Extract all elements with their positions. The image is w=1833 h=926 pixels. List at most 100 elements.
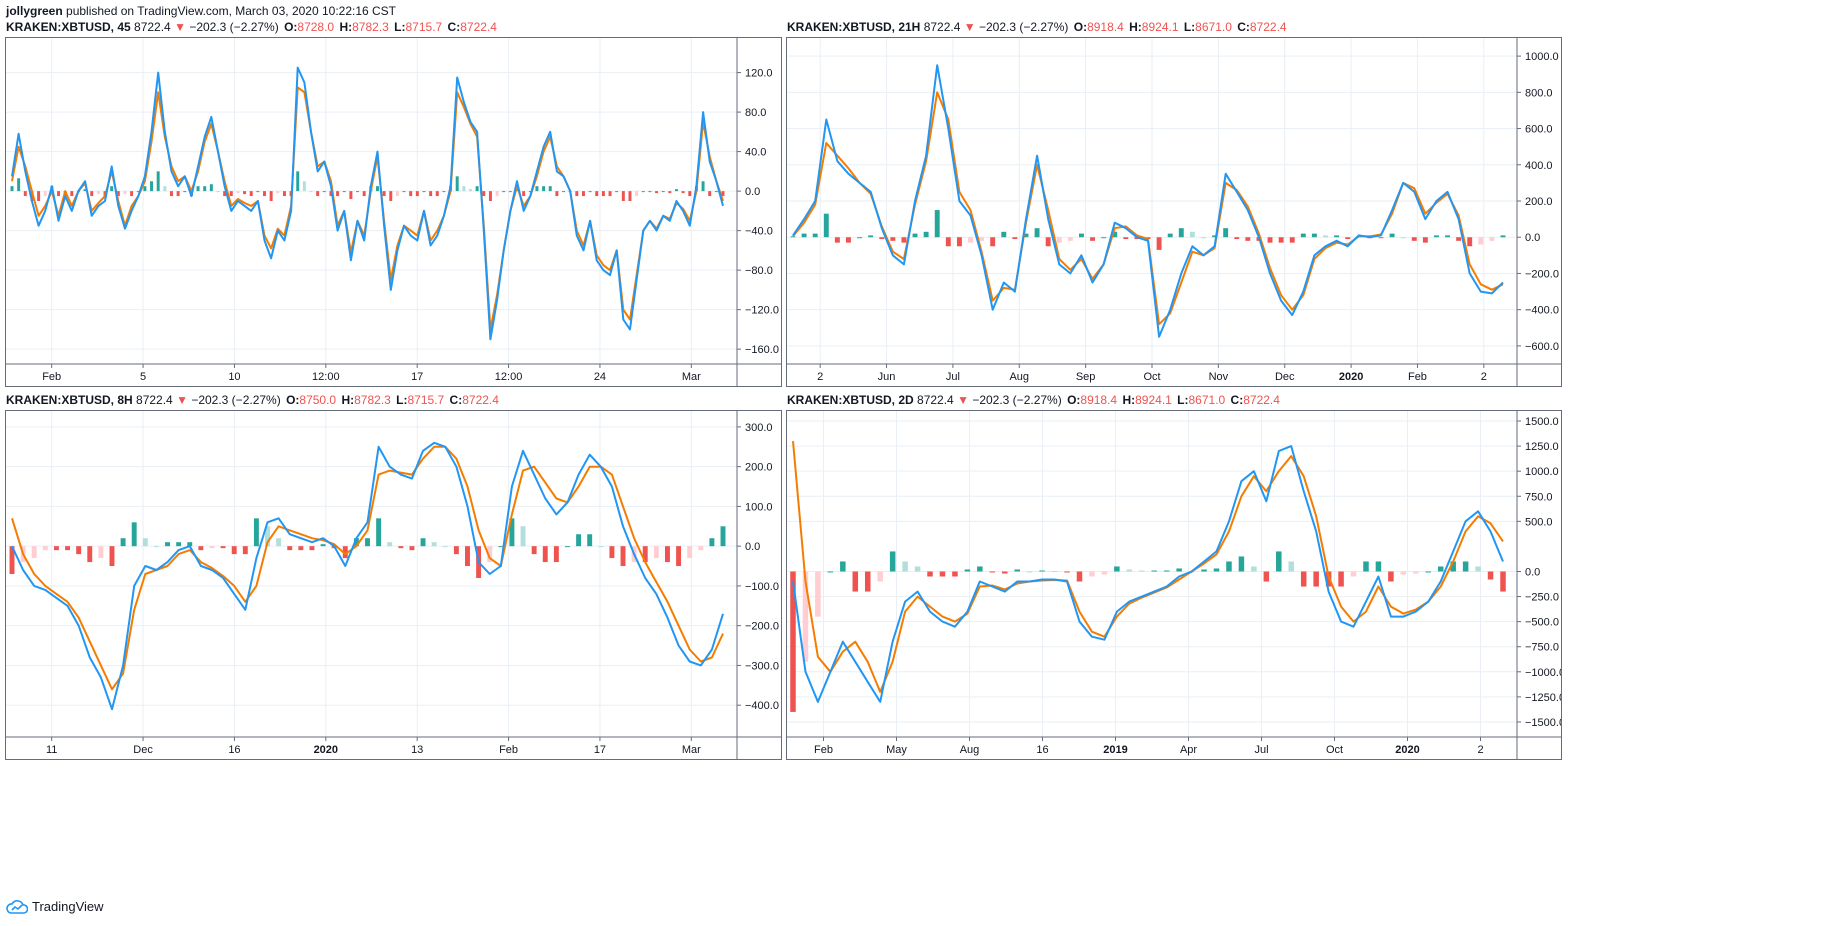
histogram-bar xyxy=(269,191,273,201)
histogram-bar xyxy=(110,186,114,192)
histogram-bar xyxy=(1478,237,1484,245)
histogram-bar xyxy=(834,237,840,243)
histogram-bar xyxy=(664,546,670,563)
y-tick-label: −250.0 xyxy=(1525,592,1559,604)
chart-svg[interactable]: 1500.0 1250.0 1000.0 750.0 500.0 0.0 −250.0 −50… xyxy=(787,411,1561,759)
histogram-bar xyxy=(714,191,718,193)
histogram-bar xyxy=(1288,561,1294,572)
histogram-bar xyxy=(165,542,170,547)
histogram-bar xyxy=(708,191,712,197)
chart-pane-21h[interactable]: 1000.0 800.0 600.0 400.0 200.0 0.0 −200.0 −400.… xyxy=(786,37,1562,387)
histogram-bar xyxy=(415,191,419,197)
histogram-bar xyxy=(1375,561,1382,572)
histogram-bar xyxy=(857,237,863,239)
histogram-bar xyxy=(635,191,639,197)
histogram-bar xyxy=(90,191,94,197)
histogram-bar xyxy=(801,233,807,238)
histogram-bar xyxy=(675,189,678,192)
tradingview-logo[interactable]: TradingView xyxy=(6,899,104,914)
x-tick-label: 12:00 xyxy=(312,371,340,383)
histogram-bar xyxy=(1500,571,1506,592)
histogram-bar xyxy=(1064,571,1070,573)
histogram-bar xyxy=(429,191,433,197)
histogram-bar xyxy=(209,184,213,192)
chart-svg[interactable]: 1000.0 800.0 600.0 400.0 200.0 0.0 −200.0 −400.… xyxy=(787,38,1561,386)
histogram-bar xyxy=(198,546,204,551)
histogram-bar xyxy=(253,518,259,547)
pane-symbol[interactable]: KRAKEN:XBTUSD, 45 xyxy=(6,20,131,34)
author-name[interactable]: jollygreen xyxy=(6,4,63,18)
macd-line xyxy=(792,445,1504,703)
histogram-bar xyxy=(642,546,648,563)
chart-pane-2d[interactable]: 1500.0 1250.0 1000.0 750.0 500.0 0.0 −250.0 −50… xyxy=(786,410,1562,760)
histogram-bar xyxy=(1223,228,1229,238)
histogram-bar xyxy=(661,191,665,193)
x-tick-label: Sep xyxy=(1076,371,1096,383)
histogram-bar xyxy=(1278,237,1284,243)
pane-symbol[interactable]: KRAKEN:XBTUSD, 21H xyxy=(787,20,921,34)
histogram-bar xyxy=(1067,237,1073,241)
y-tick-label: −400.0 xyxy=(1525,305,1559,317)
histogram-bar xyxy=(263,191,266,197)
histogram-bar xyxy=(322,191,326,193)
publication-text: published on TradingView.com, March 03, … xyxy=(66,4,397,18)
histogram-bar xyxy=(535,186,539,192)
histogram-bar xyxy=(395,191,399,197)
histogram-bar xyxy=(387,542,393,547)
open-label: O: xyxy=(284,20,298,34)
histogram-bar xyxy=(1123,237,1129,240)
histogram-bar xyxy=(329,191,333,197)
y-tick-label: −500.0 xyxy=(1525,617,1559,629)
high-label: H: xyxy=(341,393,355,407)
histogram-bar xyxy=(96,191,100,195)
histogram-bar xyxy=(23,191,27,197)
pane-symbol[interactable]: KRAKEN:XBTUSD, 2D xyxy=(787,393,914,407)
histogram-bar xyxy=(1425,571,1432,573)
y-tick-label: 0.0 xyxy=(745,541,760,553)
y-tick-label: 0.0 xyxy=(1525,232,1540,244)
x-tick-label: Aug xyxy=(960,744,980,756)
histogram-bar xyxy=(169,191,173,197)
histogram-bar xyxy=(276,538,282,547)
pane-header: KRAKEN:XBTUSD, 21H 8722.4 ▼ −202.3 (−2.2… xyxy=(787,19,1287,35)
histogram-bar xyxy=(353,538,359,547)
histogram-bar xyxy=(402,191,406,193)
histogram-bar xyxy=(576,534,582,547)
histogram-bar xyxy=(1489,237,1495,241)
down-arrow-icon: ▼ xyxy=(176,393,188,407)
histogram-bar xyxy=(465,546,470,567)
histogram-bar xyxy=(220,546,226,549)
x-tick-label: Apr xyxy=(1180,744,1197,756)
histogram-bar xyxy=(487,546,493,563)
histogram-bar xyxy=(1487,571,1494,580)
histogram-bar xyxy=(475,186,479,192)
chart-svg[interactable]: 300.0 200.0 100.0 0.0 −100.0 −200.0 −300.0 −400… xyxy=(6,411,781,759)
histogram-bar xyxy=(1345,237,1351,240)
histogram-bar xyxy=(502,191,506,193)
pane-header: KRAKEN:XBTUSD, 45 8722.4 ▼ −202.3 (−2.27… xyxy=(6,19,497,35)
chart-pane-8h[interactable]: 300.0 200.0 100.0 0.0 −100.0 −200.0 −300.0 −400… xyxy=(5,410,782,760)
histogram-bar xyxy=(1090,237,1095,241)
y-tick-label: 400.0 xyxy=(1525,160,1553,172)
pane-symbol[interactable]: KRAKEN:XBTUSD, 8H xyxy=(6,393,133,407)
histogram-bar xyxy=(136,191,140,193)
histogram-bar xyxy=(342,546,348,559)
histogram-bar xyxy=(42,546,48,551)
histogram-bar xyxy=(927,571,933,577)
histogram-bar xyxy=(1051,570,1058,572)
histogram-bar xyxy=(902,561,908,572)
chart-pane-45[interactable]: 120.0 80.0 40.0 0.0 −40.0 −80.0 −120.0 −160.0 Fe… xyxy=(5,37,782,387)
histogram-bar xyxy=(336,191,340,197)
close-label: C: xyxy=(1230,393,1244,407)
histogram-bar xyxy=(934,210,940,238)
histogram-bar xyxy=(1026,571,1033,573)
histogram-bar xyxy=(1251,566,1257,572)
y-tick-label: −1000.0 xyxy=(1525,667,1561,679)
chart-svg[interactable]: 120.0 80.0 40.0 0.0 −40.0 −80.0 −120.0 −160.0 Fe… xyxy=(6,38,781,386)
histogram-bar xyxy=(229,191,233,197)
y-tick-label: 500.0 xyxy=(1525,516,1553,528)
low-label: L: xyxy=(1177,393,1189,407)
histogram-bar xyxy=(495,191,499,197)
y-tick-label: 1000.0 xyxy=(1525,466,1559,478)
open-label: O: xyxy=(286,393,300,407)
